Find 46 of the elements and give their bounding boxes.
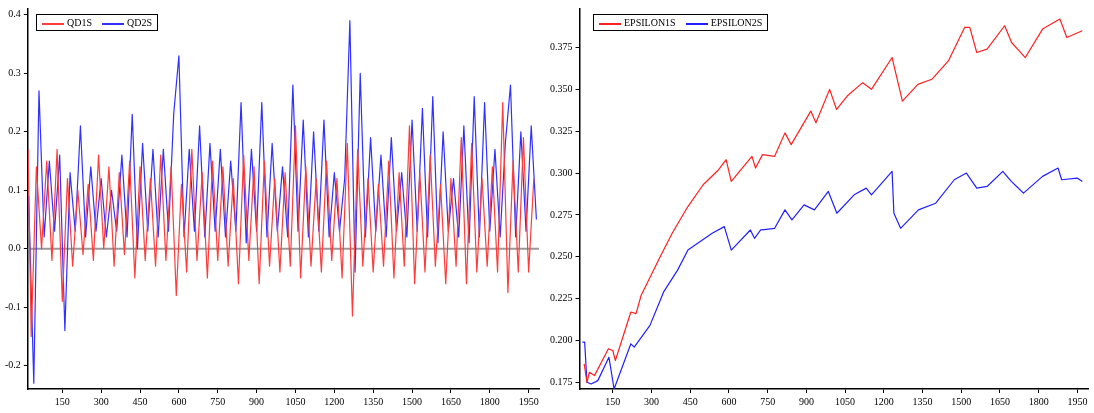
x-tick-label: 600	[721, 395, 737, 407]
y-tick-label: 0.350	[550, 82, 573, 94]
y-tick-label: 0.2	[8, 125, 21, 137]
y-tick-label: 0.0	[8, 242, 21, 254]
x-tick-label: 900	[249, 395, 265, 407]
x-tick-label: 1350	[912, 395, 933, 407]
x-tick-label: 300	[644, 395, 660, 407]
x-tick-label: 150	[54, 395, 70, 407]
x-tick-label: 150	[605, 395, 621, 407]
x-tick-label: 300	[93, 395, 109, 407]
legend-label: EPSILON2S	[709, 17, 763, 28]
y-tick-label: 0.300	[550, 166, 573, 178]
legend-label: QD1S	[66, 17, 93, 28]
x-tick-label: 450	[132, 395, 148, 407]
x-tick-label: 1050	[835, 395, 856, 407]
x-tick-label: 1500	[402, 395, 423, 407]
y-tick-label: 0.250	[550, 250, 573, 262]
y-tick-label: 0.275	[550, 208, 573, 220]
y-tick-label: 0.1	[8, 183, 21, 195]
y-tick-label: 0.375	[550, 41, 573, 53]
y-tick-label: -0.1	[4, 300, 21, 312]
x-tick-label: 1350	[363, 395, 384, 407]
x-tick-label: 600	[171, 395, 187, 407]
y-tick-label: -0.2	[4, 359, 21, 371]
x-tick-label: 1500	[951, 395, 972, 407]
x-tick-label: 1800	[1028, 395, 1049, 407]
y-tick-label: 0.175	[550, 375, 573, 387]
x-tick-label: 1950	[1067, 395, 1088, 407]
y-tick-label: 0.4	[8, 8, 21, 20]
x-tick-label: 900	[798, 395, 814, 407]
x-tick-label: 1200	[873, 395, 894, 407]
y-tick-label: 0.325	[550, 124, 573, 136]
x-tick-label: 1650	[440, 395, 461, 407]
legend-label: EPSILON1S	[623, 17, 676, 28]
x-tick-label: 1200	[324, 395, 345, 407]
y-tick-label: 0.225	[550, 292, 573, 304]
x-tick-label: 750	[210, 395, 226, 407]
x-tick-label: 1050	[285, 395, 306, 407]
x-tick-label: 750	[760, 395, 776, 407]
x-tick-label: 1650	[989, 395, 1010, 407]
x-tick-label: 1800	[479, 395, 500, 407]
legend-label: QD2S	[126, 17, 153, 28]
y-tick-label: 0.3	[8, 66, 21, 78]
y-tick-label: 0.200	[550, 334, 573, 346]
x-tick-label: 450	[682, 395, 698, 407]
x-tick-label: 1950	[518, 395, 539, 407]
